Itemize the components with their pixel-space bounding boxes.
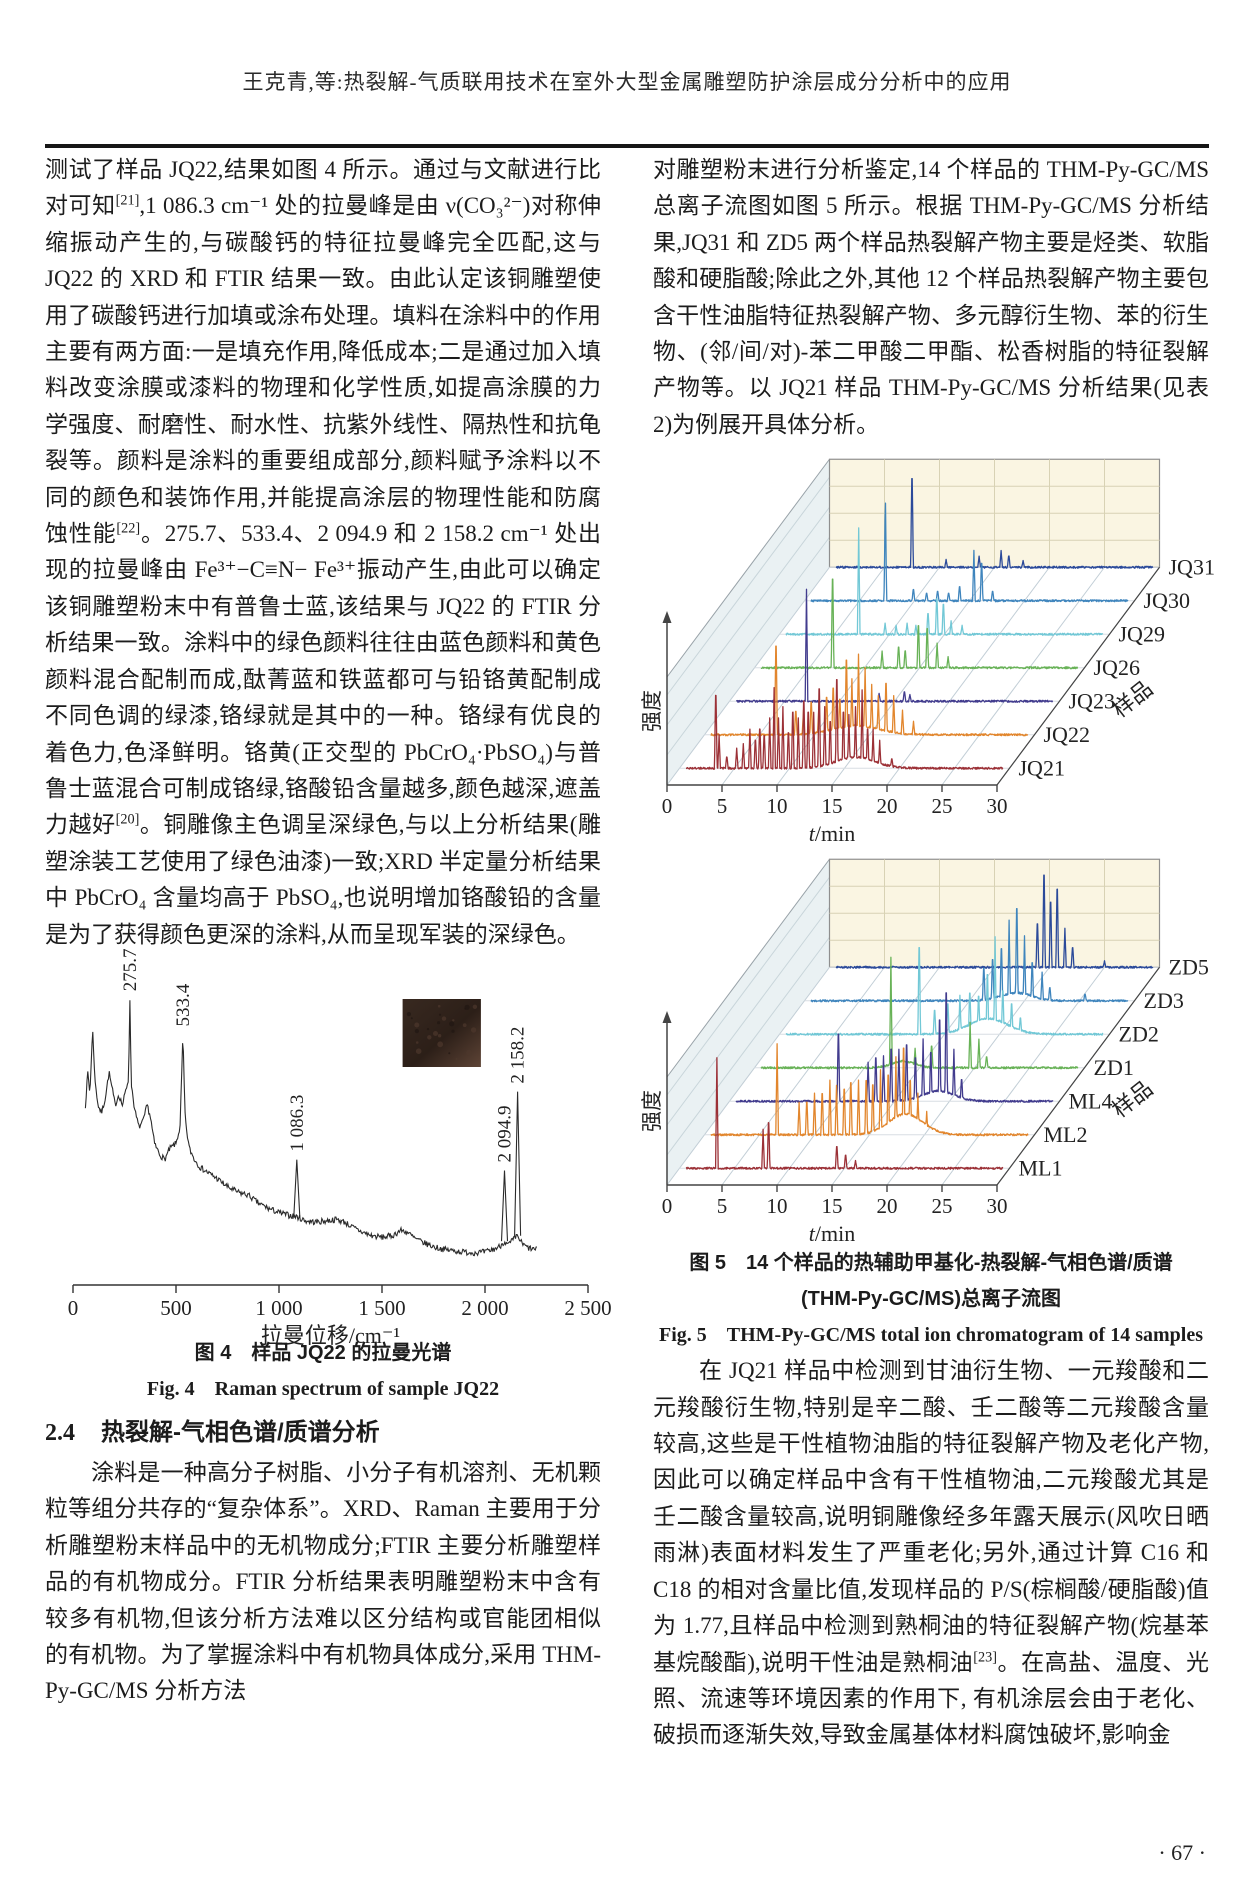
svg-text:2 000: 2 000: [461, 1296, 508, 1320]
thm-py-gcms-chart-jq-samples: JQ31 JQ30 JQ29 JQ26 JQ23 JQ22 JQ21 强度 0 5 10 15 20 25…: [640, 458, 1215, 846]
running-title: 王克青,等:热裂解-气质联用技术在室外大型金属雕塑防护涂层成分分析中的应用: [242, 70, 1012, 94]
figure4-caption-cn: 图 4 样品 JQ22 的拉曼光谱: [194, 1341, 452, 1364]
paragraph: 对雕塑粉末进行分析鉴定,14 个样品的 THM-Py-GC/MS 总离子流图如图…: [653, 157, 1209, 437]
right-column: 对雕塑粉末进行分析鉴定,14 个样品的 THM-Py-GC/MS 总离子流图如图…: [640, 152, 1215, 1754]
figure5-caption-en: Fig. 5 THM-Py-GC/MS total ion chromatogr…: [658, 1324, 1203, 1347]
thm-py-gcms-chart-ml-zd-samples: ZD5 ZD3 ZD2 ZD1 ML4 ML2 ML1 强度 0 5 10 15 20 25 30 t/min…: [640, 858, 1209, 1246]
left-column: 测试了样品 JQ22,结果如图 4 所示。通过与文献进行比对可知[21],1 0…: [45, 152, 612, 1710]
svg-text:0: 0: [662, 1194, 673, 1218]
svg-text:强度: 强度: [640, 1090, 664, 1132]
svg-text:20: 20: [877, 1194, 898, 1218]
svg-text:ZD1: ZD1: [1094, 1055, 1134, 1080]
figure5-caption-cn-line2: (THM-Py-GC/MS)总离子流图: [801, 1288, 1061, 1311]
svg-text:ML2: ML2: [1044, 1122, 1088, 1147]
figure5-caption-cn-line1: 图 5 14 个样品的热辅助甲基化-热裂解-气相色谱/质谱: [689, 1252, 1173, 1275]
section-number: 2.4: [45, 1419, 75, 1446]
svg-text:0: 0: [662, 794, 673, 818]
svg-text:JQ30: JQ30: [1144, 588, 1190, 613]
svg-text:JQ21: JQ21: [1019, 756, 1065, 781]
svg-text:30: 30: [987, 1194, 1008, 1218]
svg-text:5: 5: [717, 794, 728, 818]
svg-text:1 500: 1 500: [358, 1296, 405, 1320]
svg-text:15: 15: [822, 794, 843, 818]
svg-text:0: 0: [68, 1296, 79, 1320]
svg-text:拉曼位移/cm⁻¹: 拉曼位移/cm⁻¹: [261, 1323, 400, 1348]
svg-text:533.4: 533.4: [173, 983, 194, 1026]
svg-text:10: 10: [767, 1194, 788, 1218]
svg-text:样品: 样品: [1107, 1076, 1157, 1123]
svg-text:2 158.2: 2 158.2: [508, 1027, 529, 1084]
header-rule: [45, 144, 1209, 148]
raman-spectrum-chart: 275.7 533.4 1 086.3 2 094.9 2 158.2 0 500 1 000…: [68, 948, 612, 1348]
svg-text:2 500: 2 500: [564, 1296, 611, 1320]
svg-text:ZD3: ZD3: [1144, 988, 1184, 1013]
svg-text:10: 10: [767, 794, 788, 818]
svg-text:25: 25: [932, 1194, 953, 1218]
figure5-chromatograms: JQ31 JQ30 JQ29 JQ26 JQ23 JQ22 JQ21 强度 0 5 10 15 20 25…: [640, 453, 1215, 1353]
svg-text:500: 500: [160, 1296, 192, 1320]
paragraph: 涂料是一种高分子树脂、小分子有机溶剂、无机颗粒等组分共存的“复杂体系”。XRD、…: [45, 1459, 601, 1704]
svg-text:25: 25: [932, 794, 953, 818]
svg-text:ZD2: ZD2: [1119, 1022, 1159, 1047]
figure4-caption-en: Fig. 4 Raman spectrum of sample JQ22: [146, 1377, 500, 1400]
section-title: 热裂解-气相色谱/质谱分析: [101, 1418, 380, 1446]
section-heading-2-4: 2.4 热裂解-气相色谱/质谱分析: [45, 1413, 601, 1453]
svg-text:30: 30: [987, 794, 1008, 818]
svg-text:275.7: 275.7: [120, 948, 141, 991]
svg-text:t/min: t/min: [809, 1221, 855, 1246]
svg-text:20: 20: [877, 794, 898, 818]
svg-text:5: 5: [717, 1194, 728, 1218]
svg-text:样品: 样品: [1107, 676, 1157, 723]
svg-text:JQ22: JQ22: [1044, 722, 1090, 747]
svg-text:2 094.9: 2 094.9: [495, 1105, 516, 1162]
svg-text:JQ26: JQ26: [1094, 655, 1140, 680]
paragraph: 测试了样品 JQ22,结果如图 4 所示。通过与文献进行比对可知[21],1 0…: [45, 157, 602, 947]
page-number: · 67 ·: [1158, 1840, 1206, 1865]
svg-text:t/min: t/min: [809, 821, 855, 846]
svg-text:JQ31: JQ31: [1169, 555, 1215, 580]
svg-text:1 086.3: 1 086.3: [287, 1095, 308, 1152]
svg-text:ML4: ML4: [1069, 1089, 1113, 1114]
svg-text:15: 15: [822, 1194, 843, 1218]
svg-text:JQ29: JQ29: [1119, 622, 1165, 647]
figure4-raman-spectrum: 275.7 533.4 1 086.3 2 094.9 2 158.2 0 500 1 000…: [45, 948, 612, 1407]
svg-text:1 000: 1 000: [255, 1296, 302, 1320]
svg-text:强度: 强度: [640, 690, 664, 732]
svg-text:ML1: ML1: [1019, 1156, 1063, 1181]
paragraph: 在 JQ21 样品中检测到甘油衍生物、一元羧酸和二元羧酸衍生物,特别是辛二酸、壬…: [653, 1358, 1209, 1748]
svg-text:JQ23: JQ23: [1069, 689, 1115, 714]
svg-text:ZD5: ZD5: [1169, 955, 1209, 980]
